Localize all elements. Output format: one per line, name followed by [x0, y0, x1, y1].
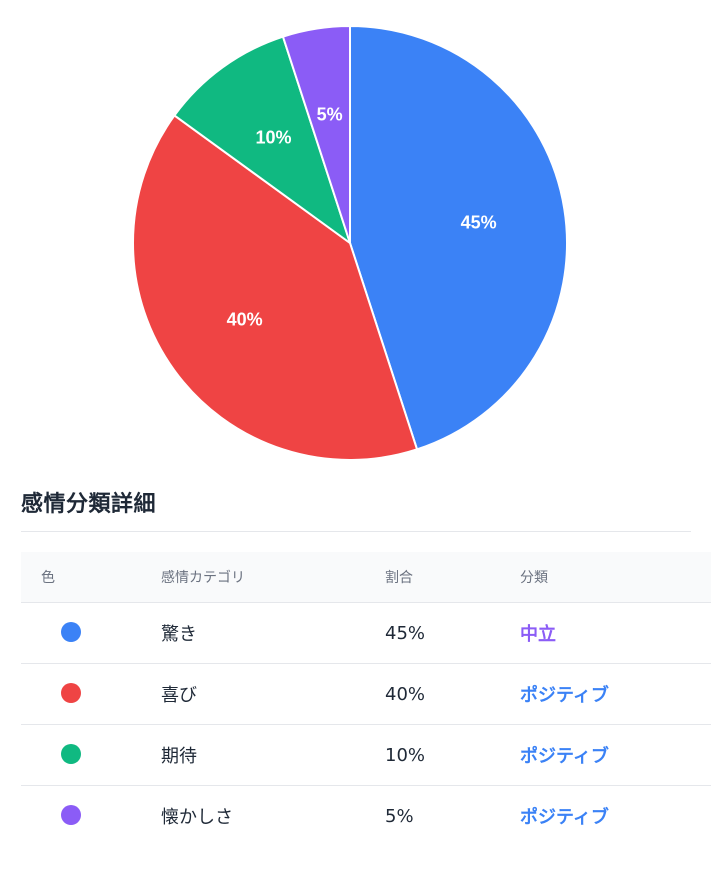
header-category: 感情カテゴリ — [161, 552, 385, 603]
details-section-title: 感情分類詳細 — [21, 492, 157, 517]
pie-slice-label: 40% — [227, 310, 263, 330]
pie-labels: 45% 40% 10% 5% — [227, 104, 497, 329]
table-row: 驚き 45% 中立 — [21, 602, 711, 664]
emotion-ratio: 45% — [385, 602, 520, 664]
pie-slice-label: 45% — [461, 213, 497, 233]
color-swatch — [61, 682, 81, 703]
header-ratio: 割合 — [385, 552, 520, 603]
emotion-classification: ポジティブ — [520, 663, 711, 725]
pie-slice — [349, 25, 568, 451]
table-row: 期待 10% ポジティブ — [21, 724, 711, 786]
pie-slices — [132, 25, 568, 461]
emotion-category: 喜び — [161, 663, 385, 725]
pie-slice — [281, 25, 351, 244]
table-row: 喜び 40% ポジティブ — [21, 663, 711, 725]
pie-slice — [173, 35, 351, 244]
pie-slice-label: 10% — [255, 128, 291, 148]
color-swatch — [61, 621, 81, 642]
header-color: 色 — [21, 552, 161, 603]
color-swatch — [61, 804, 81, 825]
table-row: 懐かしさ 5% ポジティブ — [21, 786, 711, 847]
pie-slice — [132, 114, 419, 461]
emotion-classification: ポジティブ — [520, 724, 711, 786]
emotion-pie-chart: 45% 40% 10% 5% — [132, 25, 568, 461]
emotion-ratio: 40% — [385, 663, 520, 725]
emotion-classification: 中立 — [520, 602, 711, 664]
color-swatch — [61, 743, 81, 764]
emotion-category: 驚き — [161, 602, 385, 664]
emotion-category: 懐かしさ — [161, 807, 233, 828]
title-divider — [21, 531, 691, 532]
table-header-row: 色 感情カテゴリ 割合 分類 — [21, 552, 711, 603]
emotion-details-table: 色 感情カテゴリ 割合 分類 驚き 45% 中立 喜び 40% ポジティブ 期待… — [21, 552, 711, 846]
emotion-ratio: 10% — [385, 724, 520, 786]
emotion-classification: ポジティブ — [520, 807, 609, 828]
emotion-ratio: 5% — [385, 805, 414, 827]
header-classification: 分類 — [520, 552, 711, 603]
emotion-category: 期待 — [161, 724, 385, 786]
pie-slice-label: 5% — [317, 104, 343, 124]
